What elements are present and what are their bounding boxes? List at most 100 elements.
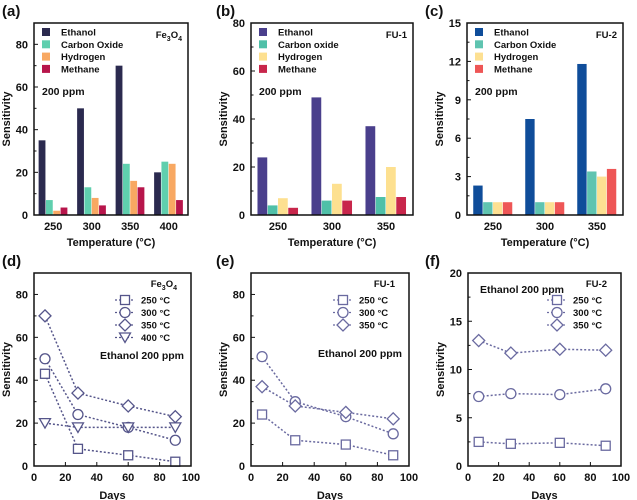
x-tick-label: 60 (554, 472, 566, 484)
legend-label: Hydrogen (61, 52, 106, 63)
y-tick-label: 0 (239, 210, 245, 222)
bar-methane (502, 202, 513, 215)
marker-circle (119, 306, 131, 319)
material-base: FU-2 (586, 279, 607, 290)
bar-ethanol (365, 126, 376, 215)
x-tick-label: 20 (59, 472, 71, 484)
x-tick-label: 250 (44, 221, 62, 233)
material-label: FU-2 (596, 30, 617, 41)
y-tick-label: 40 (233, 114, 245, 126)
legend-label: 350 °C (141, 321, 170, 332)
marker-triangle-down (121, 422, 135, 434)
legend-swatch (42, 28, 50, 36)
y-tick-label: 40 (16, 375, 28, 387)
legend-label: Ethanol (494, 28, 529, 39)
x-tick-label: 100 (182, 472, 200, 484)
legend-label: 250 °C (141, 296, 170, 307)
legend-swatch (475, 64, 483, 73)
legend-swatch (259, 52, 267, 61)
marker-diamond (121, 399, 136, 413)
y-tick-label: 40 (16, 125, 28, 137)
legend-swatch (259, 64, 267, 73)
series-line (44, 422, 176, 429)
legend-swatch (475, 40, 483, 49)
bar-methane (60, 207, 68, 215)
y-tick-label: 3 (455, 172, 461, 184)
marker-square (340, 439, 351, 450)
y-tick-label: 5 (456, 413, 462, 425)
marker-diamond (598, 343, 613, 358)
marker-square (123, 450, 134, 461)
marker-circle (169, 434, 181, 446)
marker-square (554, 437, 565, 448)
marker-square (39, 368, 51, 379)
marker-diamond (336, 318, 350, 332)
concentration-note: Ethanol 200 ppm (480, 284, 564, 296)
bar-carbon-oxide (122, 163, 130, 215)
legend-swatch (259, 40, 267, 49)
marker-square (388, 450, 399, 461)
y-tick-label: 20 (16, 418, 28, 430)
x-tick-label: 80 (153, 472, 165, 484)
legend-label: Hydrogen (278, 52, 323, 63)
material-sub2: 4 (173, 285, 177, 292)
panel-label: (b) (216, 3, 235, 20)
bar-carbon-oxide (375, 197, 386, 215)
y-tick-label: 0 (455, 210, 461, 222)
y-tick-label: 15 (449, 18, 461, 30)
x-tick-label: 0 (465, 472, 471, 484)
bar-carbon-oxide (535, 202, 545, 215)
legend-label: Methane (61, 64, 100, 75)
y-tick-label: 0 (22, 210, 28, 222)
panel-a: (a) 0 20 40 60 80 Sensitivity Temperature (°C) 2… (1, 3, 189, 249)
material-base: FU-2 (596, 30, 617, 41)
x-axis-label: Temperature (°C) (288, 237, 377, 249)
legend-label: Carbon Oxide (494, 40, 556, 51)
y-tick-label: 15 (450, 316, 462, 328)
y-tick-label: 0 (239, 461, 245, 473)
panel-label: (d) (2, 253, 21, 270)
bar-ethanol (38, 140, 46, 215)
concentration-note: Ethanol 200 ppm (318, 348, 402, 360)
marker-diamond (255, 379, 269, 394)
marker-square (170, 456, 181, 467)
legend-label: Ethanol (278, 28, 313, 39)
bar-carbon-oxide (321, 200, 332, 215)
y-tick-label: 10 (450, 365, 462, 377)
material-label: FU-1 (386, 30, 408, 41)
series-line (44, 315, 176, 418)
bar-hydrogen (53, 210, 61, 215)
bar-methane (288, 207, 299, 215)
plot-frame (250, 22, 414, 216)
y-tick-label: 80 (16, 39, 28, 51)
concentration-note: 200 ppm (42, 86, 85, 98)
bar-hydrogen (130, 180, 138, 215)
legend-label: 300 °C (359, 308, 388, 319)
x-axis-label: Temperature (°C) (67, 237, 156, 249)
bar-methane (342, 200, 353, 215)
marker-circle (505, 387, 517, 400)
legend-label: Methane (494, 64, 533, 75)
bar-ethanol (311, 97, 322, 215)
marker-circle (554, 388, 566, 401)
marker-diamond (71, 386, 85, 401)
legend-swatch (42, 64, 50, 73)
marker-square (337, 294, 349, 306)
legend-swatch (475, 28, 483, 36)
series-line (261, 386, 394, 420)
material-label: Fe3O4 (151, 279, 177, 292)
marker-circle (337, 306, 349, 319)
bar-ethanol (77, 108, 84, 215)
x-axis-label: Days (317, 490, 343, 500)
bar-ethanol (577, 63, 587, 216)
marker-square (473, 436, 484, 448)
marker-triangle-down (71, 422, 85, 434)
y-axis-label: Sensitivity (218, 91, 230, 147)
material-sub1: 3 (167, 36, 171, 43)
x-tick-label: 80 (371, 472, 383, 484)
plot-frame (250, 272, 410, 467)
marker-diamond (552, 342, 567, 357)
panel-c: (c) 0 3 6 9 12 15 Sensitivity Temperature (°C) 25… (425, 3, 624, 249)
marker-square (290, 435, 301, 446)
marker-diamond (503, 346, 518, 361)
